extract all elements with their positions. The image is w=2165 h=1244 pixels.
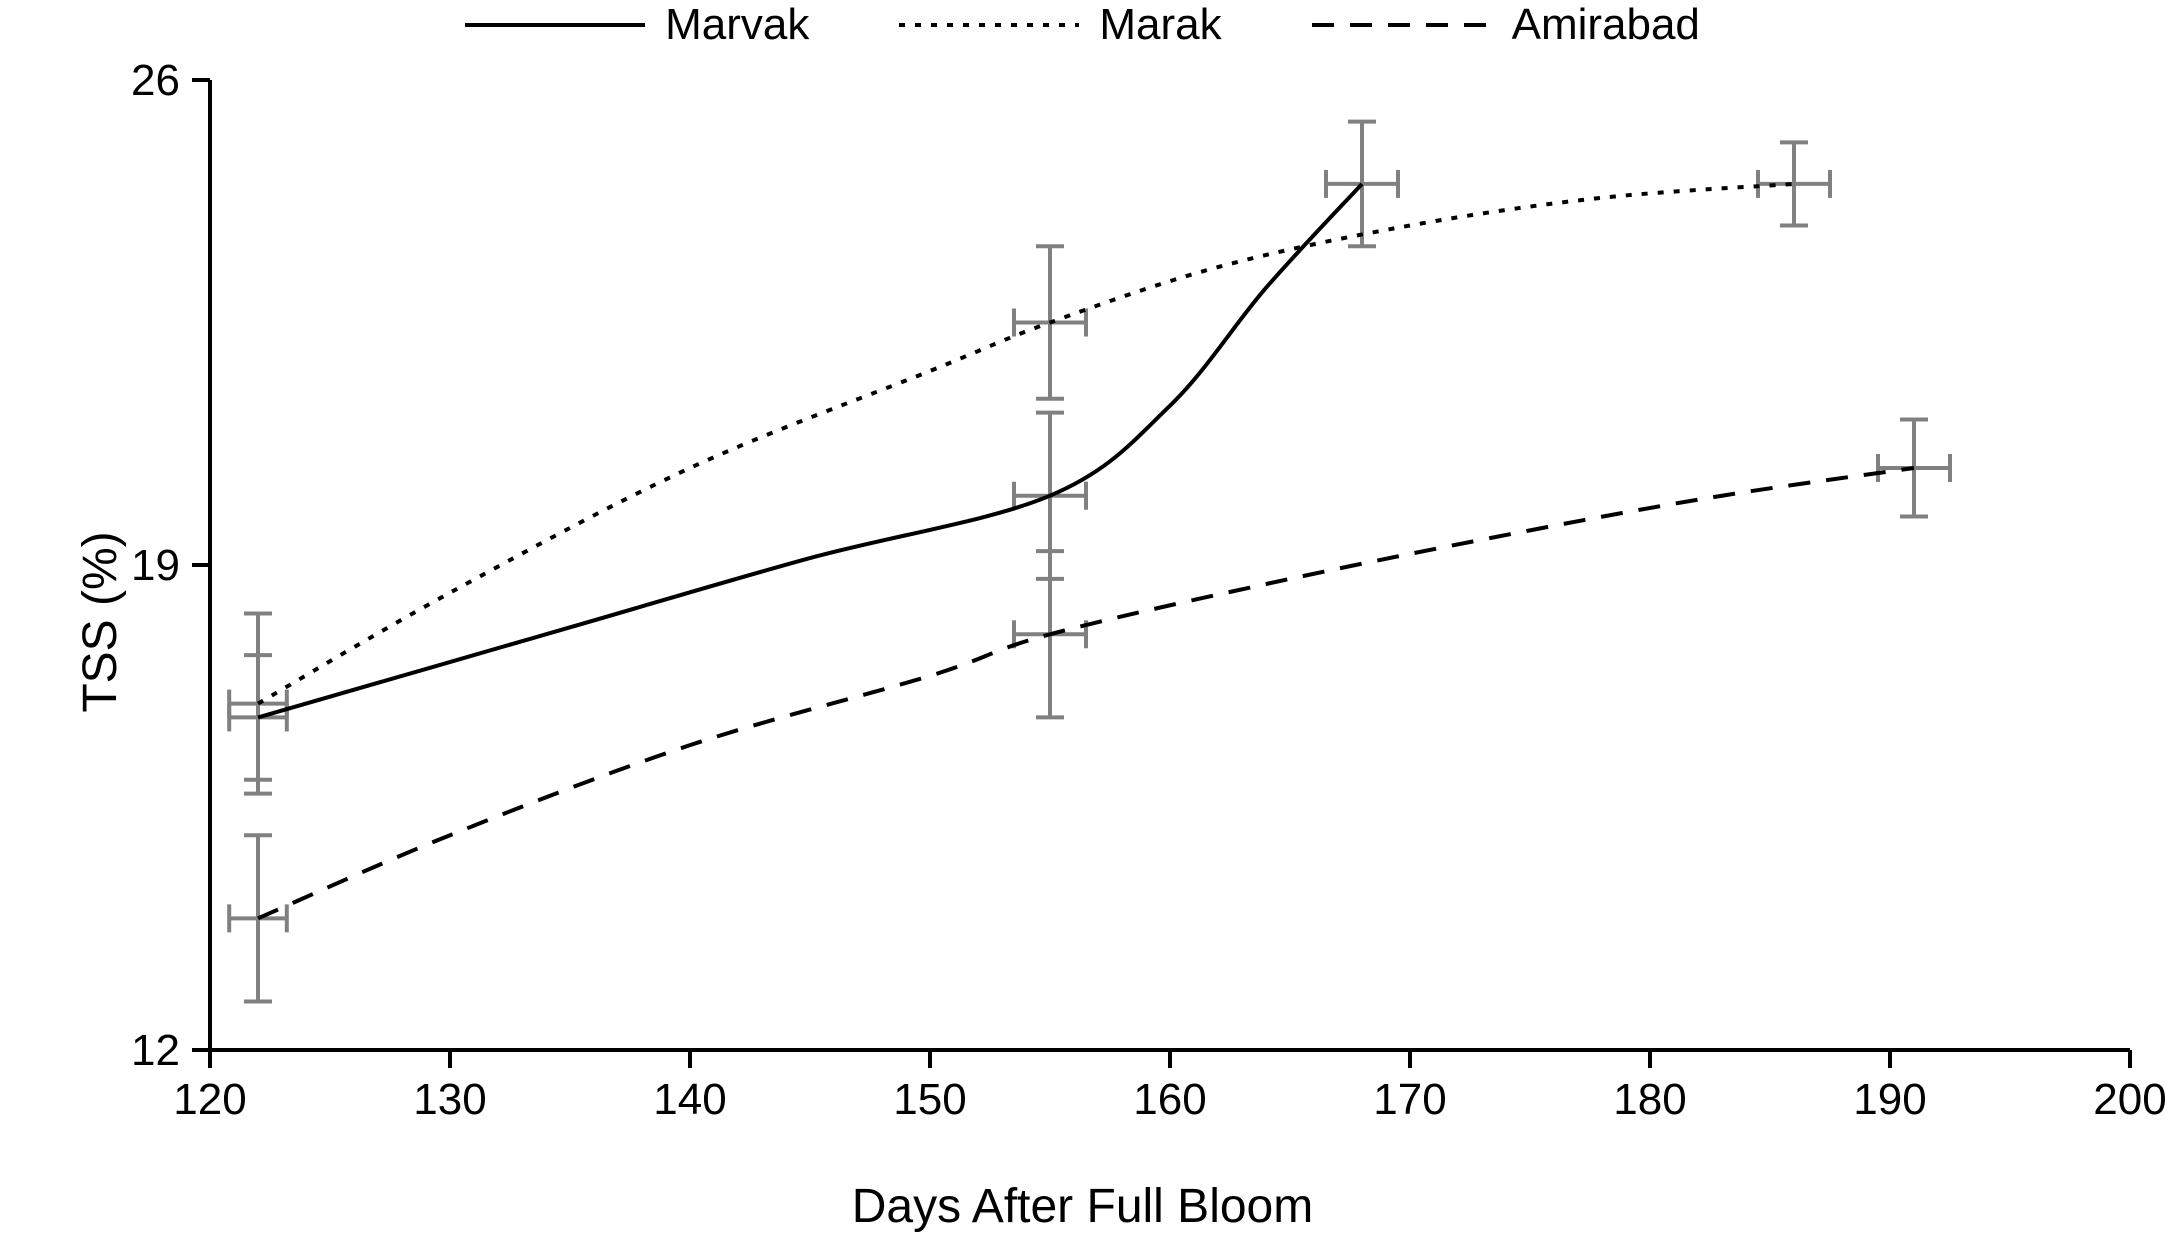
x-tick-label: 120 xyxy=(173,1075,246,1124)
series-line-amirabad xyxy=(258,468,1914,918)
error-bar xyxy=(1758,142,1830,225)
x-tick-label: 160 xyxy=(1133,1075,1206,1124)
series-line-marvak xyxy=(258,184,1362,718)
x-tick-label: 150 xyxy=(893,1075,966,1124)
x-tick-label: 130 xyxy=(413,1075,486,1124)
legend-label: Marvak xyxy=(665,0,809,50)
legend-label: Amirabad xyxy=(1512,0,1700,50)
legend-item-marak: Marak xyxy=(899,0,1221,50)
x-tick-label: 200 xyxy=(2093,1075,2165,1124)
legend-swatch-dashed xyxy=(1312,3,1492,47)
legend-swatch-dotted xyxy=(899,3,1079,47)
error-bar xyxy=(229,835,287,1001)
y-tick-label: 26 xyxy=(131,56,180,105)
x-tick-label: 140 xyxy=(653,1075,726,1124)
y-tick-label: 12 xyxy=(131,1026,180,1075)
legend-label: Marak xyxy=(1099,0,1221,50)
legend-item-marvak: Marvak xyxy=(465,0,809,50)
chart-svg: 120 130 140 150 160 170 180 190 200 12 19 26 xyxy=(0,0,2165,1244)
x-axis-label: Days After Full Bloom xyxy=(0,1179,2165,1234)
y-axis-label: TSS (%) xyxy=(73,531,128,712)
x-tick-label: 180 xyxy=(1613,1075,1686,1124)
legend-swatch-solid xyxy=(465,3,645,47)
series-line-marak xyxy=(258,184,1794,704)
y-tick-label: 19 xyxy=(131,541,180,590)
chart-container: Marvak Marak Amirabad TSS (%) Days After… xyxy=(0,0,2165,1244)
legend: Marvak Marak Amirabad xyxy=(0,0,2165,50)
legend-item-amirabad: Amirabad xyxy=(1312,0,1700,50)
x-tick-label: 170 xyxy=(1373,1075,1446,1124)
x-tick-label: 190 xyxy=(1853,1075,1926,1124)
